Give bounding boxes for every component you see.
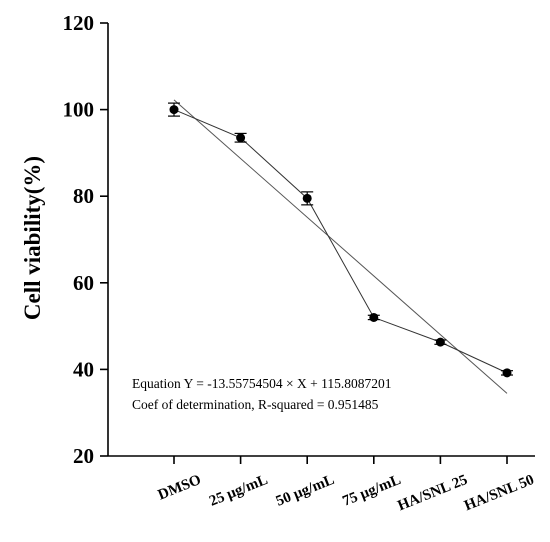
equation-annotation: Equation Y = -13.55754504 × X + 115.8087…	[132, 376, 391, 391]
x-tick-label: HA/SNL 25	[395, 472, 469, 514]
fit-line	[173, 99, 508, 394]
data-series	[168, 102, 513, 378]
data-point	[502, 368, 512, 378]
y-tick-label: 80	[73, 184, 94, 208]
axes	[107, 23, 535, 457]
y-ticks: 20 40 60 80 100 120	[63, 11, 108, 468]
series-line	[173, 109, 508, 374]
x-tick-label: 75 μg/mL	[340, 472, 403, 510]
y-tick-label: 120	[63, 11, 95, 35]
data-point	[435, 337, 445, 347]
data-point	[369, 312, 379, 322]
data-point	[236, 133, 246, 143]
x-tick-label: 50 μg/mL	[274, 472, 337, 510]
x-tick-label: HA/SNL 50	[462, 472, 536, 514]
y-tick-label: 40	[73, 357, 94, 381]
x-tick-label: DMSO	[156, 472, 204, 504]
r-squared-annotation: Coef of determination, R-squared = 0.951…	[132, 397, 379, 412]
y-tick-label: 100	[63, 98, 95, 122]
regression-line	[173, 99, 508, 394]
data-point	[302, 193, 312, 203]
annotations: Equation Y = -13.55754504 × X + 115.8087…	[132, 376, 391, 412]
y-axis-label: Cell viability(%)	[20, 156, 45, 320]
x-tick-label: 25 μg/mL	[207, 472, 270, 510]
data-point	[169, 105, 179, 115]
y-tick-label: 20	[73, 444, 94, 468]
y-tick-label: 60	[73, 271, 94, 295]
